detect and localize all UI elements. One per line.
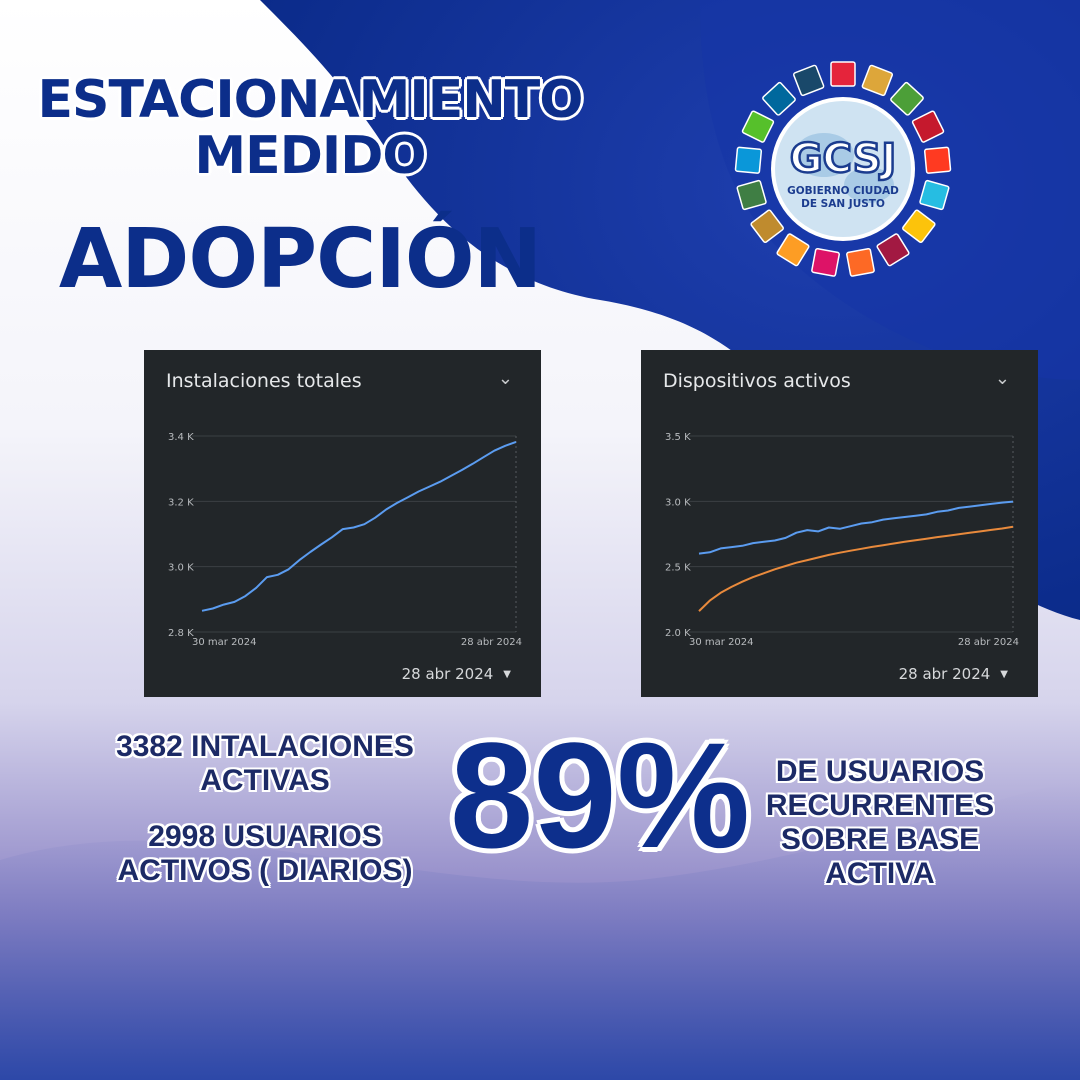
sdg-tile	[741, 110, 775, 143]
users-stat-line-2: ACTIVOS ( DIARIOS)	[117, 854, 413, 887]
sdg-tile	[762, 81, 796, 116]
series-line-1	[698, 525, 1014, 612]
date-selector[interactable]: 28 abr 2024 ▼	[402, 665, 511, 683]
y-tick-label: 3.4 K	[168, 432, 194, 443]
title-line-1: ESTACIONAMIENTO	[37, 70, 584, 130]
x-tick-label: 28 abr 2024	[958, 637, 1019, 648]
y-tick-label: 3.2 K	[168, 497, 194, 508]
recurring-description-line-3: SOBRE BASE	[780, 823, 980, 856]
sdg-tile	[923, 146, 952, 174]
series-line-0	[698, 500, 1014, 555]
chart-card-installs: Instalaciones totales ⌄ 3.4 K 3.2 K 3.0 K 2…	[144, 350, 541, 697]
sdg-tile	[830, 61, 856, 87]
sdg-tile	[846, 247, 875, 277]
gcsj-logo: GCSJ GOBIERNO CIUDAD DE SAN JUSTO	[734, 61, 952, 277]
x-tick-label: 30 mar 2024	[689, 637, 754, 648]
chart-title: Instalaciones totales	[166, 370, 362, 392]
installs-stat: 3382 INTALACIONES ACTIVAS	[100, 730, 430, 798]
logo-acronym: GCSJ	[790, 136, 897, 182]
chart-title: Dispositivos activos	[663, 370, 851, 392]
y-tick-label: 3.0 K	[665, 497, 691, 508]
chart-card-active-devices: Dispositivos activos ⌄ 3.5 K 3.0 K 2.5 K 2.…	[641, 350, 1038, 697]
recurring-description: DE USUARIOS RECURRENTES SOBRE BASE ACTIV…	[760, 755, 1000, 891]
y-tick-label: 3.0 K	[168, 563, 194, 574]
y-tick-label: 2.0 K	[665, 628, 691, 639]
installs-line-chart: 3.4 K 3.2 K 3.0 K 2.8 K30 mar 2024 28 abr 20…	[168, 432, 522, 648]
subtitle: ADOPCIÓN	[58, 212, 542, 307]
sdg-tile	[792, 64, 825, 97]
y-tick-label: 2.8 K	[168, 628, 194, 639]
caret-down-icon: ▼	[503, 669, 511, 680]
chevron-down-icon[interactable]: ⌄	[497, 368, 513, 389]
logo-name-line-1: GOBIERNO CIUDAD	[787, 185, 899, 197]
date-selector[interactable]: 28 abr 2024 ▼	[899, 665, 1008, 683]
date-selector-label: 28 abr 2024	[898, 665, 991, 683]
date-selector-label: 28 abr 2024	[401, 665, 494, 683]
caret-down-icon: ▼	[1000, 669, 1008, 680]
sdg-tile	[919, 179, 950, 211]
y-tick-label: 3.5 K	[665, 432, 691, 443]
logo-name-line-2: DE SAN JUSTO	[801, 198, 885, 210]
title-line-2: MEDIDO	[194, 126, 426, 186]
recurring-description-line-1: DE USUARIOS	[775, 755, 985, 788]
y-tick-label: 2.5 K	[665, 563, 691, 574]
sdg-tile	[876, 233, 910, 267]
sdg-tile	[750, 209, 784, 244]
installs-stat-line-1: 3382 INTALACIONES	[116, 730, 414, 763]
chevron-down-icon[interactable]: ⌄	[994, 368, 1010, 389]
recurring-description-line-2: RECURRENTES	[765, 789, 995, 822]
x-tick-label: 28 abr 2024	[461, 637, 522, 648]
recurring-percentage: 89%	[449, 711, 751, 879]
sdg-tile	[890, 81, 924, 116]
sdg-tile	[776, 233, 810, 267]
sdg-tile	[902, 209, 936, 244]
active-devices-line-chart: 3.5 K 3.0 K 2.5 K 2.0 K30 mar 2024 28 abr 20…	[665, 432, 1019, 648]
users-stat: 2998 USUARIOS ACTIVOS ( DIARIOS)	[100, 820, 430, 888]
sdg-tile	[734, 146, 763, 174]
sdg-tile	[736, 179, 767, 211]
installs-stat-line-2: ACTIVAS	[200, 764, 330, 797]
sdg-tile	[911, 110, 945, 143]
x-tick-label: 30 mar 2024	[192, 637, 257, 648]
sdg-tile	[811, 247, 840, 277]
series-line-0	[201, 440, 517, 612]
recurring-description-line-4: ACTIVA	[825, 857, 935, 890]
sdg-tile	[861, 64, 894, 97]
users-stat-line-1: 2998 USUARIOS	[148, 820, 382, 853]
